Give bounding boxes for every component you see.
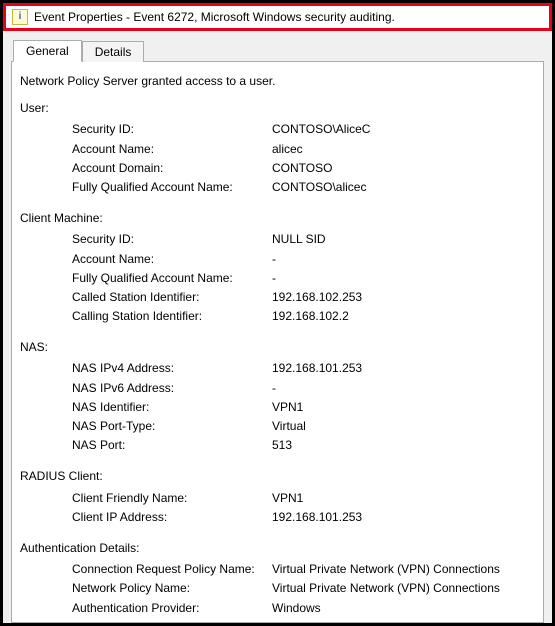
section-title: Authentication Details:	[20, 539, 535, 558]
kv-value: Windows	[272, 599, 535, 618]
kv-label: NAS Identifier:	[72, 398, 272, 417]
kv-value: Virtual Private Network (VPN) Connection…	[272, 560, 535, 579]
kv-label: Account Domain:	[72, 159, 272, 178]
section-title: NAS:	[20, 338, 535, 357]
kv-row: Calling Station Identifier:192.168.102.2	[72, 307, 535, 326]
kv-row: Account Name:-	[72, 250, 535, 269]
kv-row: Account Domain:CONTOSO	[72, 159, 535, 178]
kv-value: Virtual	[272, 417, 535, 436]
kv-label: NAS Port:	[72, 436, 272, 455]
kv-label: Fully Qualified Account Name:	[72, 178, 272, 197]
kv-label: Account Name:	[72, 140, 272, 159]
kv-value: CONTOSO	[272, 159, 535, 178]
window-title: Event Properties - Event 6272, Microsoft…	[34, 10, 395, 24]
kv-row: Authentication Server:DC1.contoso.com	[72, 618, 535, 623]
kv-value: 192.168.102.2	[272, 307, 535, 326]
kv-label: NAS Port-Type:	[72, 417, 272, 436]
section-block: Security ID:CONTOSO\AliceCAccount Name:a…	[72, 120, 535, 197]
kv-value: VPN1	[272, 489, 535, 508]
kv-row: Security ID:NULL SID	[72, 230, 535, 249]
tab-content-general: Network Policy Server granted access to …	[11, 61, 544, 623]
kv-row: Client Friendly Name:VPN1	[72, 489, 535, 508]
kv-label: Connection Request Policy Name:	[72, 560, 272, 579]
section-title: RADIUS Client:	[20, 467, 535, 486]
tabstrip: General Details	[13, 39, 544, 61]
window-body: General Details Network Policy Server gr…	[3, 31, 552, 623]
kv-row: Network Policy Name:Virtual Private Netw…	[72, 579, 535, 598]
kv-value: CONTOSO\AliceC	[272, 120, 535, 139]
section-title: User:	[20, 99, 535, 118]
kv-label: NAS IPv6 Address:	[72, 379, 272, 398]
titlebar[interactable]: Event Properties - Event 6272, Microsoft…	[3, 3, 552, 31]
kv-label: Calling Station Identifier:	[72, 307, 272, 326]
kv-value: NULL SID	[272, 230, 535, 249]
tab-details[interactable]: Details	[82, 41, 145, 62]
details-sections: User:Security ID:CONTOSO\AliceCAccount N…	[20, 99, 535, 623]
kv-label: Client Friendly Name:	[72, 489, 272, 508]
event-info-icon	[12, 9, 28, 25]
kv-row: Fully Qualified Account Name:CONTOSO\ali…	[72, 178, 535, 197]
kv-label: Security ID:	[72, 120, 272, 139]
kv-row: Connection Request Policy Name:Virtual P…	[72, 560, 535, 579]
kv-row: Called Station Identifier:192.168.102.25…	[72, 288, 535, 307]
kv-value: 192.168.101.253	[272, 508, 535, 527]
kv-label: Fully Qualified Account Name:	[72, 269, 272, 288]
kv-value: 192.168.102.253	[272, 288, 535, 307]
kv-value: -	[272, 379, 535, 398]
section-block: Security ID:NULL SIDAccount Name:-Fully …	[72, 230, 535, 326]
kv-row: NAS Port:513	[72, 436, 535, 455]
kv-row: Fully Qualified Account Name:-	[72, 269, 535, 288]
kv-label: Network Policy Name:	[72, 579, 272, 598]
kv-row: NAS Identifier:VPN1	[72, 398, 535, 417]
kv-value: -	[272, 250, 535, 269]
kv-label: Authentication Provider:	[72, 599, 272, 618]
section-block: Client Friendly Name:VPN1Client IP Addre…	[72, 489, 535, 527]
kv-row: Authentication Provider:Windows	[72, 599, 535, 618]
kv-label: Account Name:	[72, 250, 272, 269]
section-block: NAS IPv4 Address:192.168.101.253NAS IPv6…	[72, 359, 535, 455]
summary-line: Network Policy Server granted access to …	[20, 72, 535, 91]
kv-label: Security ID:	[72, 230, 272, 249]
kv-row: NAS IPv6 Address:-	[72, 379, 535, 398]
kv-value: 192.168.101.253	[272, 359, 535, 378]
event-properties-window: Event Properties - Event 6272, Microsoft…	[0, 0, 555, 626]
section-block: Connection Request Policy Name:Virtual P…	[72, 560, 535, 623]
kv-label: Client IP Address:	[72, 508, 272, 527]
kv-value: -	[272, 269, 535, 288]
kv-row: NAS IPv4 Address:192.168.101.253	[72, 359, 535, 378]
kv-value: alicec	[272, 140, 535, 159]
kv-value: VPN1	[272, 398, 535, 417]
kv-row: Account Name:alicec	[72, 140, 535, 159]
tab-general[interactable]: General	[13, 40, 82, 62]
kv-row: Security ID:CONTOSO\AliceC	[72, 120, 535, 139]
kv-value: DC1.contoso.com	[272, 618, 535, 623]
kv-label: NAS IPv4 Address:	[72, 359, 272, 378]
kv-row: Client IP Address:192.168.101.253	[72, 508, 535, 527]
kv-row: NAS Port-Type:Virtual	[72, 417, 535, 436]
kv-value: Virtual Private Network (VPN) Connection…	[272, 579, 535, 598]
section-title: Client Machine:	[20, 209, 535, 228]
kv-value: CONTOSO\alicec	[272, 178, 535, 197]
kv-label: Authentication Server:	[72, 618, 272, 623]
kv-label: Called Station Identifier:	[72, 288, 272, 307]
kv-value: 513	[272, 436, 535, 455]
